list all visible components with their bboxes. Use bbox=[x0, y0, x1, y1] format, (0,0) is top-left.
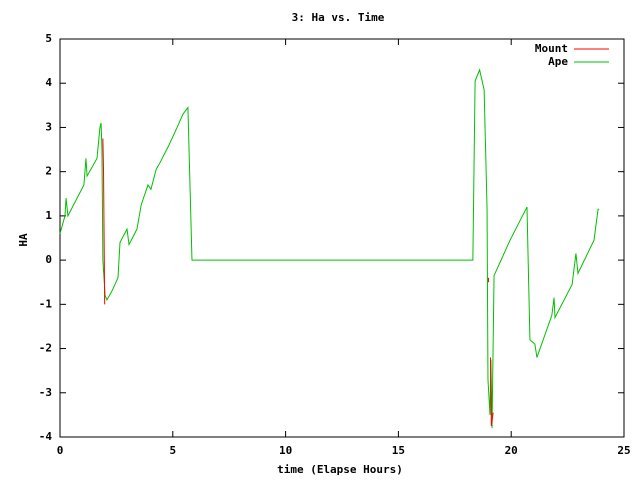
plot-border bbox=[59, 38, 625, 438]
y-tick-label: -1 bbox=[39, 297, 53, 310]
x-tick-label: 20 bbox=[505, 444, 518, 457]
y-tick-label: 5 bbox=[45, 32, 52, 45]
legend-label: Mount bbox=[535, 42, 568, 55]
series-line bbox=[59, 68, 600, 429]
x-tick-label: 5 bbox=[169, 444, 176, 457]
y-tick-label: 0 bbox=[45, 253, 52, 266]
y-tick-label: -4 bbox=[39, 430, 53, 443]
x-tick-label: 0 bbox=[57, 444, 64, 457]
chart-title: 3: Ha vs. Time bbox=[292, 11, 385, 24]
y-tick-label: 1 bbox=[45, 209, 52, 222]
y-tick-label: 4 bbox=[45, 76, 52, 89]
y-axis-label: HA bbox=[17, 233, 30, 247]
x-tick-label: 25 bbox=[617, 444, 630, 457]
x-tick-label: 15 bbox=[392, 444, 405, 457]
x-axis-label: time (Elapse Hours) bbox=[277, 463, 403, 476]
x-tick-label: 10 bbox=[279, 444, 292, 457]
series-line bbox=[102, 138, 494, 427]
y-tick-label: -2 bbox=[39, 342, 52, 355]
legend-label: Ape bbox=[548, 55, 568, 68]
y-tick-label: 2 bbox=[45, 165, 52, 178]
y-tick-label: -3 bbox=[39, 386, 52, 399]
y-tick-label: 3 bbox=[45, 120, 52, 133]
